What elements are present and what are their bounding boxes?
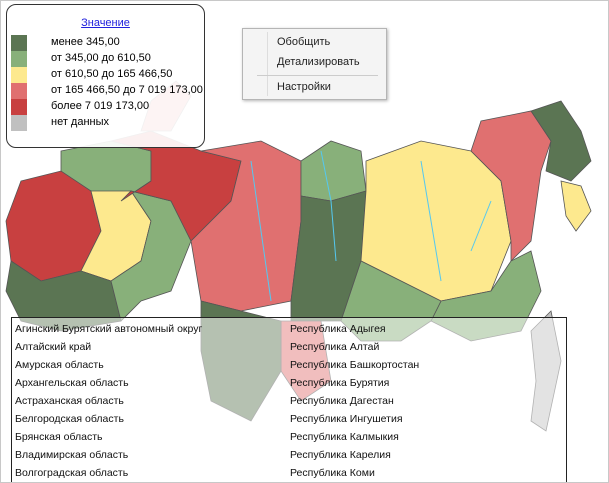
- legend-swatch: [11, 99, 27, 115]
- menu-item-settings[interactable]: Настройки: [277, 81, 331, 93]
- list-item[interactable]: Республика Бурятия: [290, 377, 390, 389]
- menu-gutter-divider: [267, 32, 268, 96]
- list-item[interactable]: Волгоградская область: [15, 467, 129, 479]
- menu-item-drilldown[interactable]: Детализировать: [277, 56, 360, 68]
- menu-separator: [257, 75, 378, 76]
- legend-swatch: [11, 51, 27, 67]
- legend-label: от 610,50 до 165 466,50: [51, 68, 173, 80]
- legend-item: от 165 466,50 до 7 019 173,00: [11, 83, 206, 99]
- legend-item: нет данных: [11, 115, 206, 131]
- legend-label: от 165 466,50 до 7 019 173,00: [51, 84, 203, 96]
- region-far-east-north[interactable]: [470, 110, 552, 262]
- list-item[interactable]: Белгородская область: [15, 413, 124, 425]
- legend-label: более 7 019 173,00: [51, 100, 150, 112]
- legend-item: от 345,00 до 610,50: [11, 51, 206, 67]
- legend-label: нет данных: [51, 116, 110, 128]
- list-item[interactable]: Владимирская область: [15, 449, 129, 461]
- list-item[interactable]: Республика Алтай: [290, 341, 380, 353]
- list-item[interactable]: Республика Коми: [290, 467, 375, 479]
- list-item[interactable]: Республика Карелия: [290, 449, 391, 461]
- legend-swatch: [11, 83, 27, 99]
- list-item[interactable]: Брянская область: [15, 431, 103, 443]
- region-kamchatka[interactable]: [560, 180, 592, 232]
- legend-item: от 610,50 до 165 466,50: [11, 67, 206, 83]
- legend-swatch: [11, 115, 27, 131]
- list-item[interactable]: Республика Башкортостан: [290, 359, 420, 371]
- region-list-column-1: Агинский Бурятский автономный округ Алта…: [15, 322, 203, 482]
- list-item[interactable]: Алтайский край: [15, 341, 92, 353]
- legend-label: от 345,00 до 610,50: [51, 52, 151, 64]
- legend-swatch: [11, 67, 27, 83]
- list-item[interactable]: Республика Дагестан: [290, 395, 394, 407]
- legend-item: менее 345,00: [11, 35, 206, 51]
- region-list-column-2: Республика Адыгея Республика Алтай Респу…: [290, 322, 420, 482]
- legend: Значение менее 345,00 от 345,00 до 610,5…: [6, 4, 205, 148]
- legend-item: более 7 019 173,00: [11, 99, 206, 115]
- menu-item-generalize[interactable]: Обобщить: [277, 36, 331, 48]
- list-item[interactable]: Республика Ингушетия: [290, 413, 403, 425]
- legend-label: менее 345,00: [51, 36, 120, 48]
- region-krasnoyarsk-north[interactable]: [300, 140, 367, 202]
- list-item[interactable]: Архангельская область: [15, 377, 129, 389]
- legend-title-link[interactable]: Значение: [81, 17, 130, 29]
- region-chukotka[interactable]: [530, 100, 592, 182]
- context-menu: Обобщить Детализировать Настройки: [242, 28, 387, 100]
- list-item[interactable]: Республика Адыгея: [290, 323, 386, 335]
- list-item[interactable]: Амурская область: [15, 359, 104, 371]
- legend-swatch: [11, 35, 27, 51]
- list-item[interactable]: Республика Калмыкия: [290, 431, 399, 443]
- region-list: Агинский Бурятский автономный округ Алта…: [11, 317, 567, 482]
- list-item[interactable]: Астраханская область: [15, 395, 124, 407]
- list-item[interactable]: Агинский Бурятский автономный округ: [15, 323, 203, 335]
